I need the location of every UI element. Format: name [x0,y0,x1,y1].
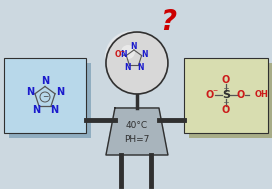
Text: N: N [131,42,137,51]
Text: N: N [124,63,131,72]
Text: N: N [137,63,144,72]
Circle shape [106,32,164,90]
FancyBboxPatch shape [184,58,268,133]
Circle shape [105,31,157,83]
Text: N: N [120,50,126,59]
Text: OH: OH [255,91,269,99]
Text: O: O [222,75,230,85]
FancyBboxPatch shape [189,63,272,138]
Text: O: O [237,90,245,100]
Text: N: N [26,87,34,97]
FancyBboxPatch shape [9,63,91,138]
Text: O: O [222,105,230,115]
Text: N: N [41,76,49,86]
Text: N: N [50,105,58,115]
Circle shape [106,32,166,92]
Text: O: O [115,50,122,59]
Polygon shape [106,108,168,155]
Text: −: − [42,92,48,101]
Circle shape [105,31,163,89]
Text: N: N [56,87,64,97]
Circle shape [121,45,135,59]
Text: PH=7: PH=7 [124,136,150,144]
Text: N: N [141,50,148,59]
Text: ?: ? [160,8,176,36]
Text: O: O [206,90,214,100]
Text: S: S [222,90,230,100]
Text: 40°C: 40°C [126,122,148,130]
Circle shape [105,31,159,85]
Text: N: N [32,105,40,115]
Circle shape [105,31,161,87]
Text: −: − [120,48,125,53]
Text: −: − [212,88,218,92]
FancyBboxPatch shape [4,58,86,133]
Circle shape [106,32,168,94]
